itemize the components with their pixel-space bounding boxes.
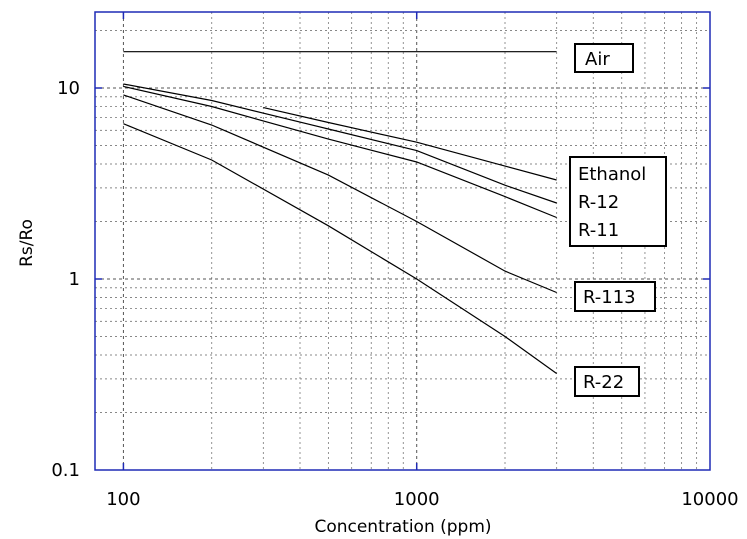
y-tick-label: 1	[69, 269, 80, 290]
air-label-box	[574, 43, 634, 73]
ethanol-label: Ethanol	[578, 164, 646, 185]
r22-label: R-22	[583, 372, 624, 393]
y-axis-title: Rs/Ro	[17, 219, 37, 267]
y-tick-label: 10	[57, 78, 80, 99]
plot-frame	[94, 11, 711, 471]
series-line-r-11	[123, 85, 557, 219]
x-tick-label: 100	[106, 489, 140, 510]
x-tick-label: 10000	[681, 489, 738, 510]
y-tick-labels: 0.1 1 10	[51, 78, 80, 481]
r11-label: R-11	[578, 220, 619, 241]
r12-label: R-12	[578, 192, 619, 213]
x-axis-title: Concentration (ppm)	[314, 517, 491, 537]
x-tick-labels: 100 1000 10000	[106, 489, 738, 510]
r113-label-box	[574, 281, 656, 312]
series-line-ethanol	[263, 107, 557, 181]
r22-label-box	[574, 366, 640, 397]
series-line-r-12	[123, 83, 557, 204]
group-label-box	[569, 156, 667, 247]
curves	[123, 51, 557, 374]
y-tick-label: 0.1	[51, 460, 80, 481]
r113-label: R-113	[583, 287, 636, 308]
x-tick-label: 1000	[394, 489, 440, 510]
series-line-r-22	[123, 123, 557, 374]
frame-ticks	[95, 12, 710, 470]
air-label: Air	[585, 49, 610, 70]
grid	[95, 12, 710, 470]
series-line-r-113	[123, 94, 557, 294]
